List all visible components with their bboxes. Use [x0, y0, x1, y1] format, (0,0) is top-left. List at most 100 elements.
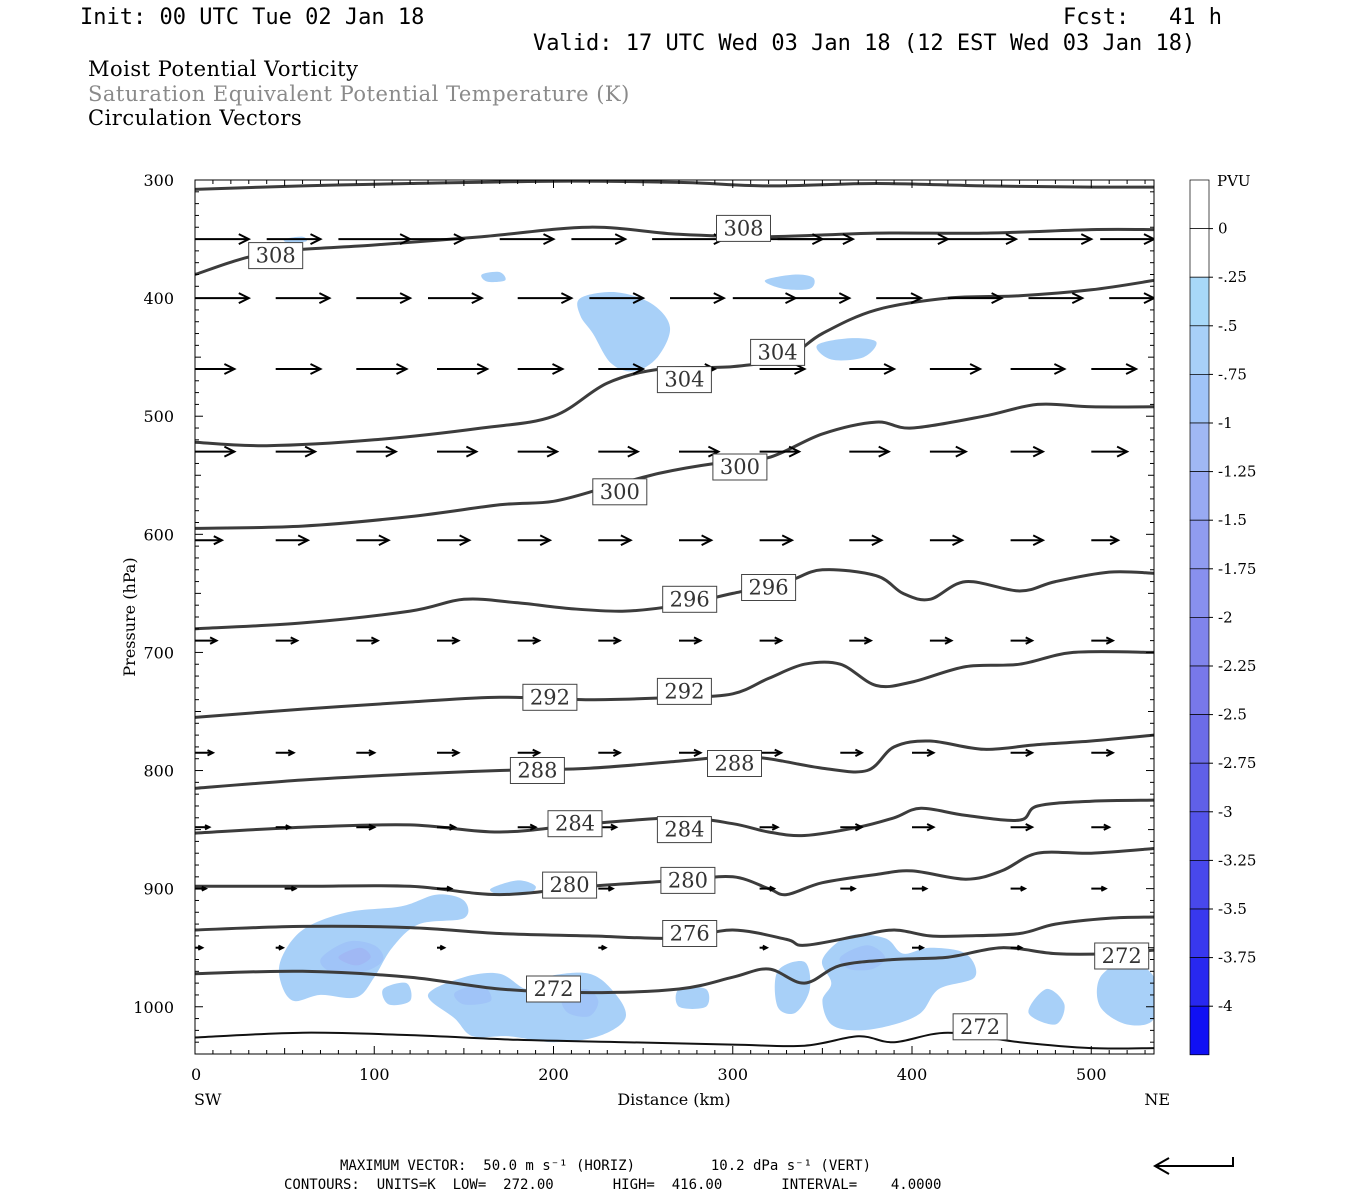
vector-head [1143, 233, 1154, 245]
vector-head [955, 445, 969, 458]
vector-head [610, 823, 619, 831]
colorbar-label: -.75 [1218, 365, 1247, 383]
vector-head [560, 292, 574, 304]
contour-label-box [662, 920, 718, 947]
vector-head [1032, 534, 1046, 546]
vector-head [693, 636, 703, 645]
colorbar-label: -3.75 [1218, 949, 1256, 967]
vector-head [209, 636, 219, 645]
y-tick-label: 300 [143, 171, 174, 190]
vector-head [632, 292, 646, 304]
contours-note: CONTOURS: UNITS=K LOW= 272.00 HIGH= 416.… [284, 1177, 942, 1193]
isentrope-292 [195, 650, 1154, 719]
pv-colorbar: PVU 0 -.25 -.5 -.75 -1 -1.25 -1.5 -1.75 -2 -2.25 -2… [1189, 172, 1256, 1056]
y-tick-label: 800 [143, 762, 174, 781]
contour-label-box [656, 677, 712, 705]
vector-head [952, 534, 965, 546]
contour-label: 292 [530, 685, 570, 709]
contour-label: 300 [720, 455, 760, 479]
colorbar-label: -1 [1218, 414, 1233, 432]
vector-head [854, 823, 865, 832]
isentrope-284 [195, 798, 1154, 838]
reference-vector-head [1152, 1157, 1170, 1175]
vector-head [1143, 292, 1154, 304]
axis-labels: 0 100 200 300 400 500 300 400 500 600 700 800 900 100… [120, 171, 1170, 1109]
vector-head [774, 636, 784, 645]
contour-label-box [509, 757, 565, 784]
vector-head [707, 445, 721, 458]
pv-region [490, 880, 536, 896]
vector-head [878, 445, 891, 458]
contour-label-box [707, 750, 762, 777]
colorbar-label: -4 [1218, 997, 1233, 1015]
vector-head [1109, 535, 1121, 546]
pv-region [774, 961, 811, 1014]
colorbar-box [1189, 471, 1210, 521]
vector-head [471, 292, 485, 304]
colorbar-label: -.5 [1218, 317, 1237, 335]
contour-label: 304 [664, 368, 704, 392]
vector-head [304, 445, 318, 458]
vector-head [607, 885, 615, 892]
vector-head [539, 534, 553, 546]
isentrope-ground [195, 1031, 1154, 1050]
contour-label-box [712, 453, 768, 481]
vector-head [774, 748, 784, 757]
vector-head [532, 636, 542, 645]
vector-head [1103, 823, 1112, 831]
pv-region [1096, 961, 1154, 1026]
vector-head [612, 636, 623, 645]
vector-head [476, 363, 490, 375]
vector-head [969, 363, 983, 375]
contour-label: 284 [664, 818, 704, 842]
colorbar-box [1189, 957, 1210, 1007]
pv-region [816, 338, 877, 361]
vector-head [1080, 233, 1094, 245]
vector-head [238, 292, 252, 304]
vector-head [1100, 885, 1108, 892]
colorbar-box [1189, 762, 1210, 813]
vector-head [771, 823, 780, 831]
y-tick-label: 600 [143, 525, 174, 544]
contour-label-box [656, 366, 712, 394]
colorbar-box [1189, 374, 1210, 424]
vector-head [849, 885, 857, 892]
vector-head [439, 944, 447, 951]
vector-head [197, 944, 205, 951]
isentrope-280 [195, 847, 1154, 897]
vector-head [883, 363, 897, 375]
isentrope-300 [195, 402, 1154, 530]
vector-head [863, 636, 874, 645]
vector-head [204, 824, 212, 831]
vector-head [385, 445, 399, 458]
vector-head [465, 445, 479, 458]
vector-head [1105, 636, 1116, 645]
vector-head [601, 944, 608, 951]
pv-region [338, 947, 371, 966]
pv-region [577, 292, 671, 372]
colorbar-box [1189, 714, 1210, 764]
vector-head [944, 636, 954, 645]
colorbar-box [1189, 228, 1210, 278]
vector-head [310, 363, 323, 375]
vector-head [871, 534, 884, 546]
colorbar-label: -3.5 [1218, 900, 1247, 918]
vector-head [285, 824, 293, 831]
vector-head [396, 363, 409, 375]
contour-label: 288 [714, 752, 754, 776]
vector-head [368, 823, 377, 831]
axis-ticks [194, 179, 1154, 1055]
vector-head [762, 944, 770, 951]
vector-head [620, 534, 633, 546]
vector-head [910, 292, 924, 304]
vector-head [378, 534, 391, 546]
x-tick-label: 500 [1076, 1065, 1107, 1084]
isentrope-308 [195, 225, 1154, 276]
contour-label: 272 [960, 1015, 1000, 1039]
field-title-1: Moist Potential Vorticity [88, 57, 359, 81]
x-tick-label: 300 [718, 1065, 749, 1084]
colorbar-box [1189, 325, 1210, 375]
vector-head [451, 748, 461, 757]
vector-head [1025, 823, 1035, 832]
